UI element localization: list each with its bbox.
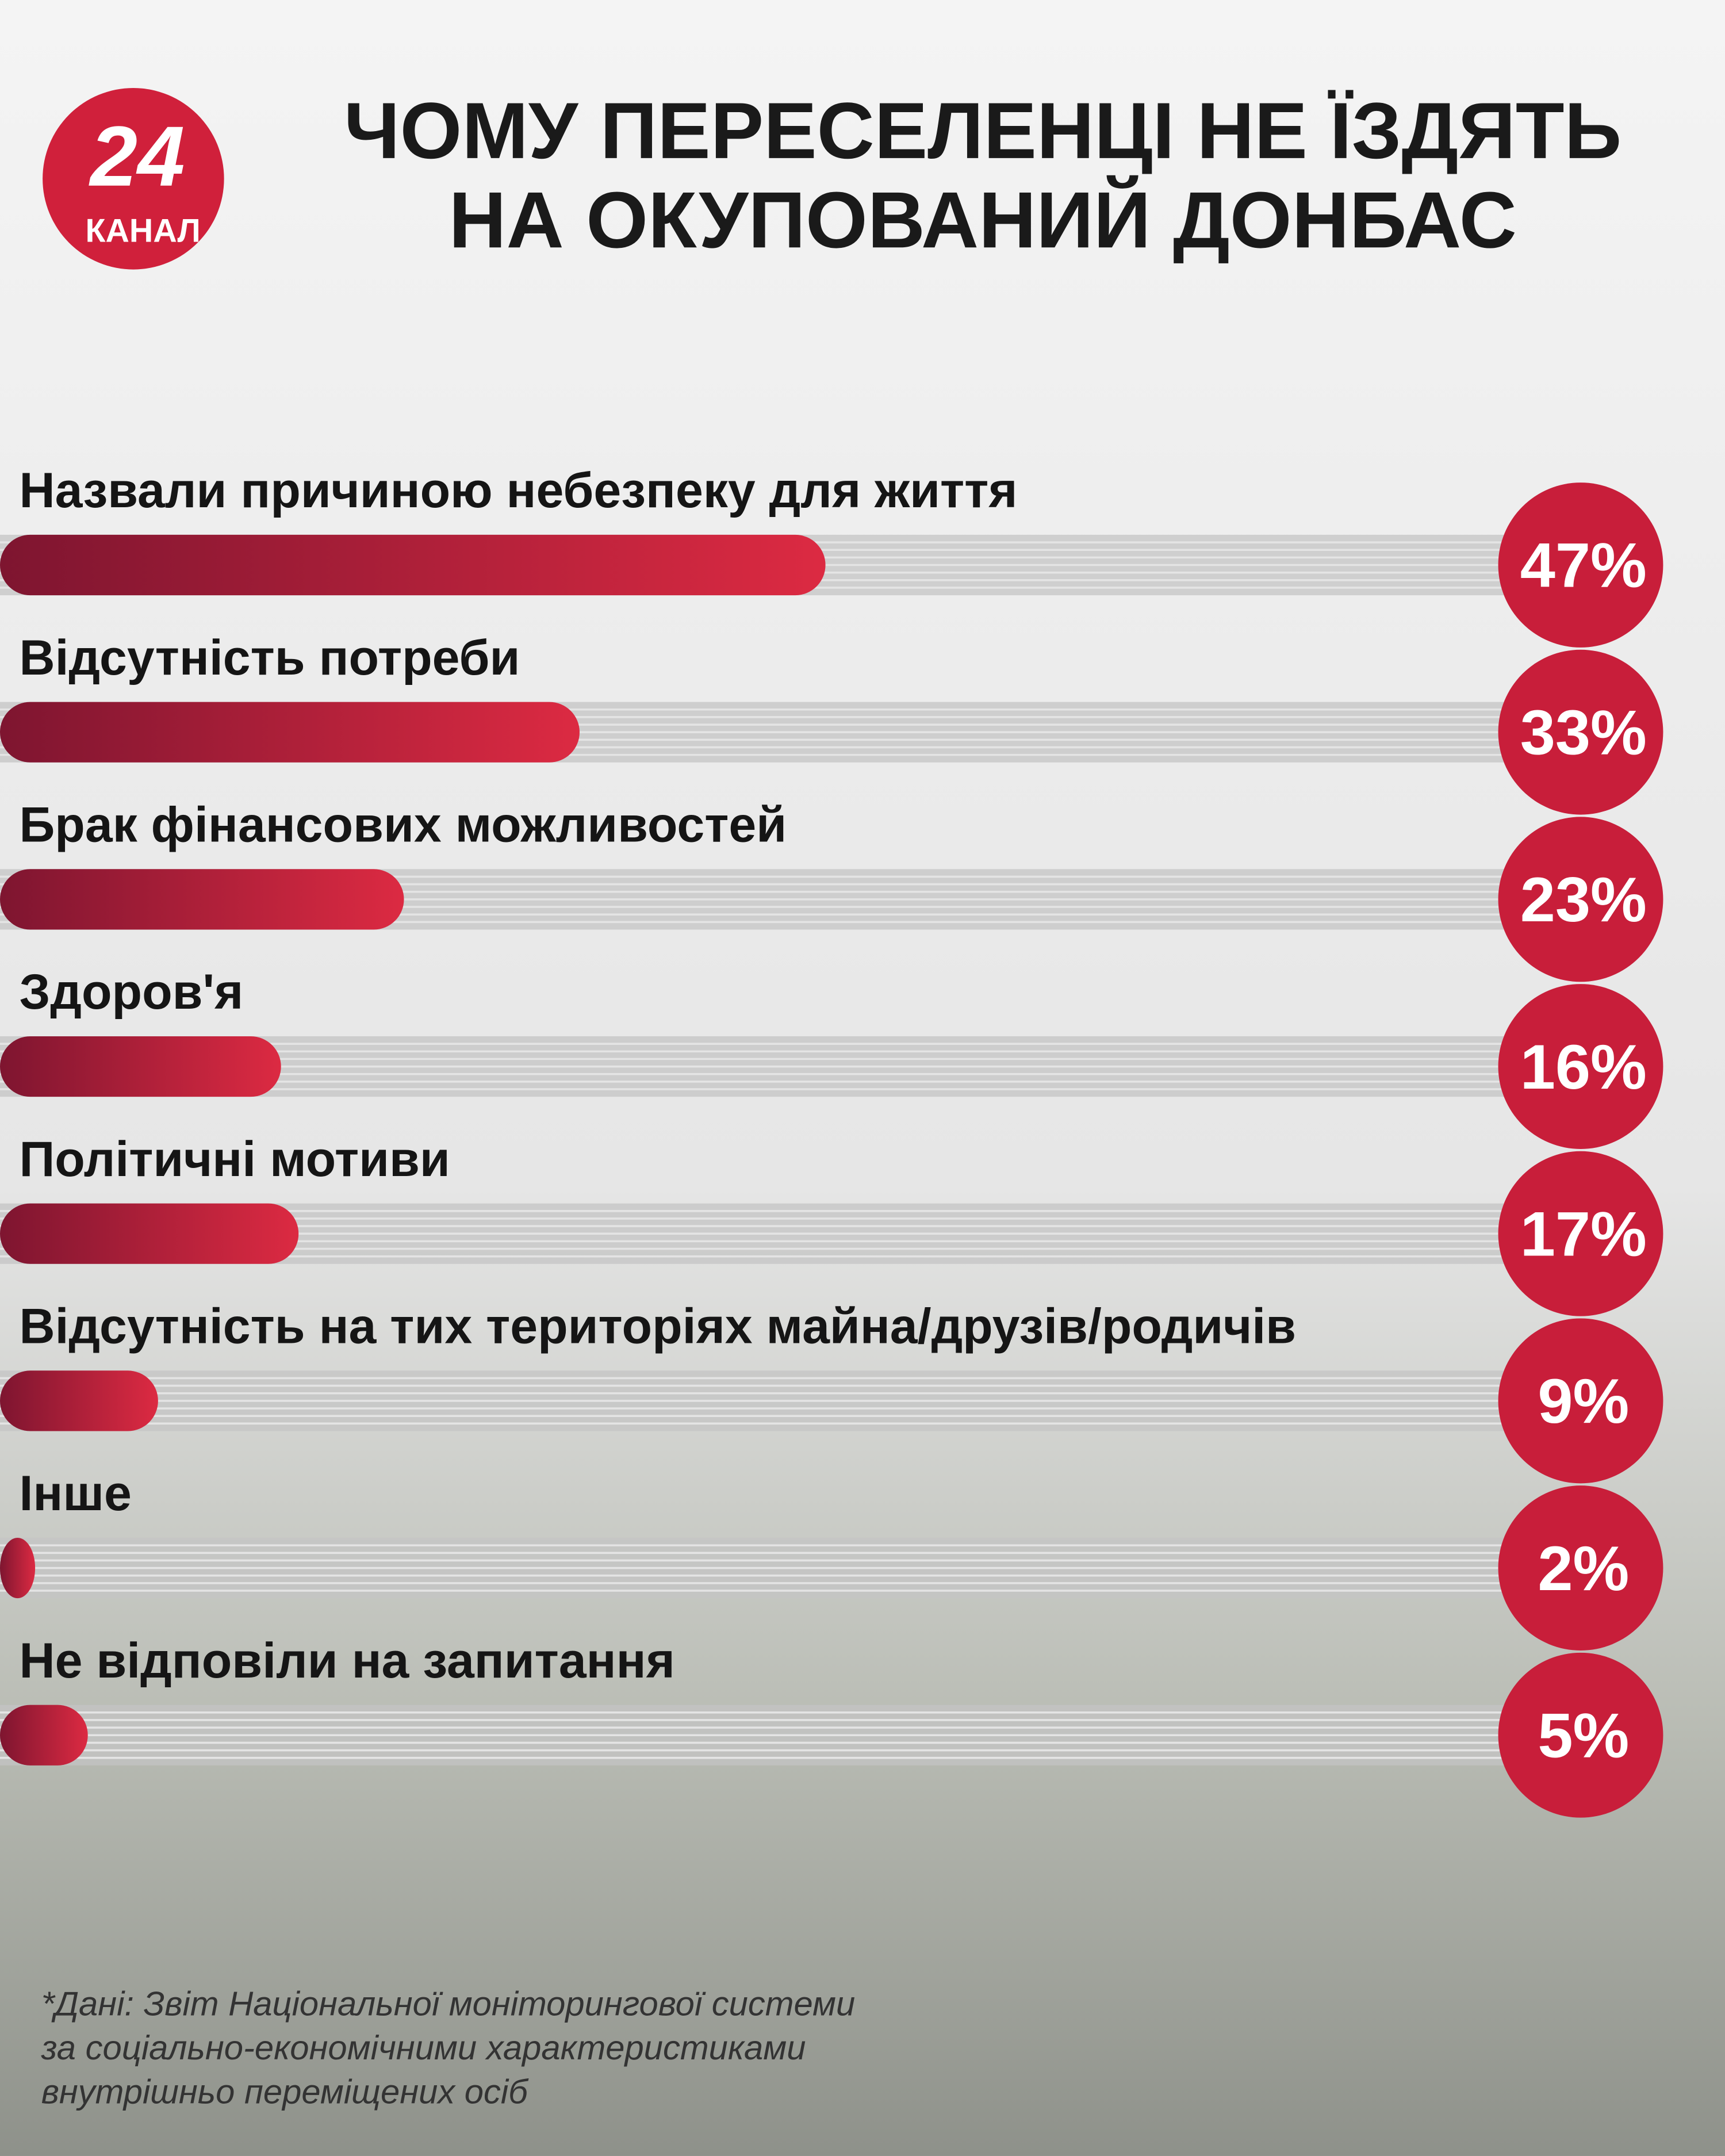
source-line: внутрішньо переміщених осіб [41,2072,529,2111]
value-badge [1498,1652,1663,1818]
value-badge [1498,1151,1663,1316]
value-label: 23% [1520,864,1647,935]
title-line: ЧОМУ ПЕРЕСЕЛЕНЦІ НЕ ЇЗДЯТЬ [344,86,1621,175]
value-label: 17% [1520,1198,1647,1269]
category-label: Назвали причиною небезпеку для життя [19,463,1017,518]
category-label: Відсутність потреби [19,630,520,686]
value-label: 47% [1520,530,1647,601]
bar [0,534,826,596]
bar [0,1705,88,1766]
logo-number: 24 [89,109,185,204]
value-badge [1498,1318,1663,1484]
value-label: 33% [1520,697,1647,768]
bar [0,1370,158,1431]
logo-name: КАНАЛ [85,213,200,250]
value-label: 16% [1520,1032,1647,1102]
title-line: НА ОКУПОВАНИЙ ДОНБАС [448,175,1516,265]
value-badge [1498,817,1663,982]
category-label: Політичні мотиви [19,1132,450,1187]
value-badge [1498,649,1663,815]
value-badge [1498,482,1663,648]
logo-circle [43,88,224,270]
source-line: *Дані: Звіт Національної моніторингової … [41,1984,856,2023]
category-label: Інше [19,1466,131,1521]
bar [0,869,404,930]
category-label: Здоров'я [19,964,243,1020]
category-label: Брак фінансових можливостей [19,797,787,852]
category-label: Не відповіли на запитання [19,1633,674,1688]
value-label: 9% [1538,1366,1629,1437]
value-label: 5% [1538,1700,1629,1771]
bar [0,1203,299,1264]
bar [0,1537,36,1599]
category-label: Відсутність на тих територіях майна/друз… [19,1299,1296,1354]
source-line: за соціально-економічними характеристика… [41,2028,806,2067]
bar [0,702,580,763]
value-badge [1498,1485,1663,1650]
bar [0,1036,281,1097]
value-badge [1498,984,1663,1149]
value-label: 2% [1538,1533,1629,1604]
